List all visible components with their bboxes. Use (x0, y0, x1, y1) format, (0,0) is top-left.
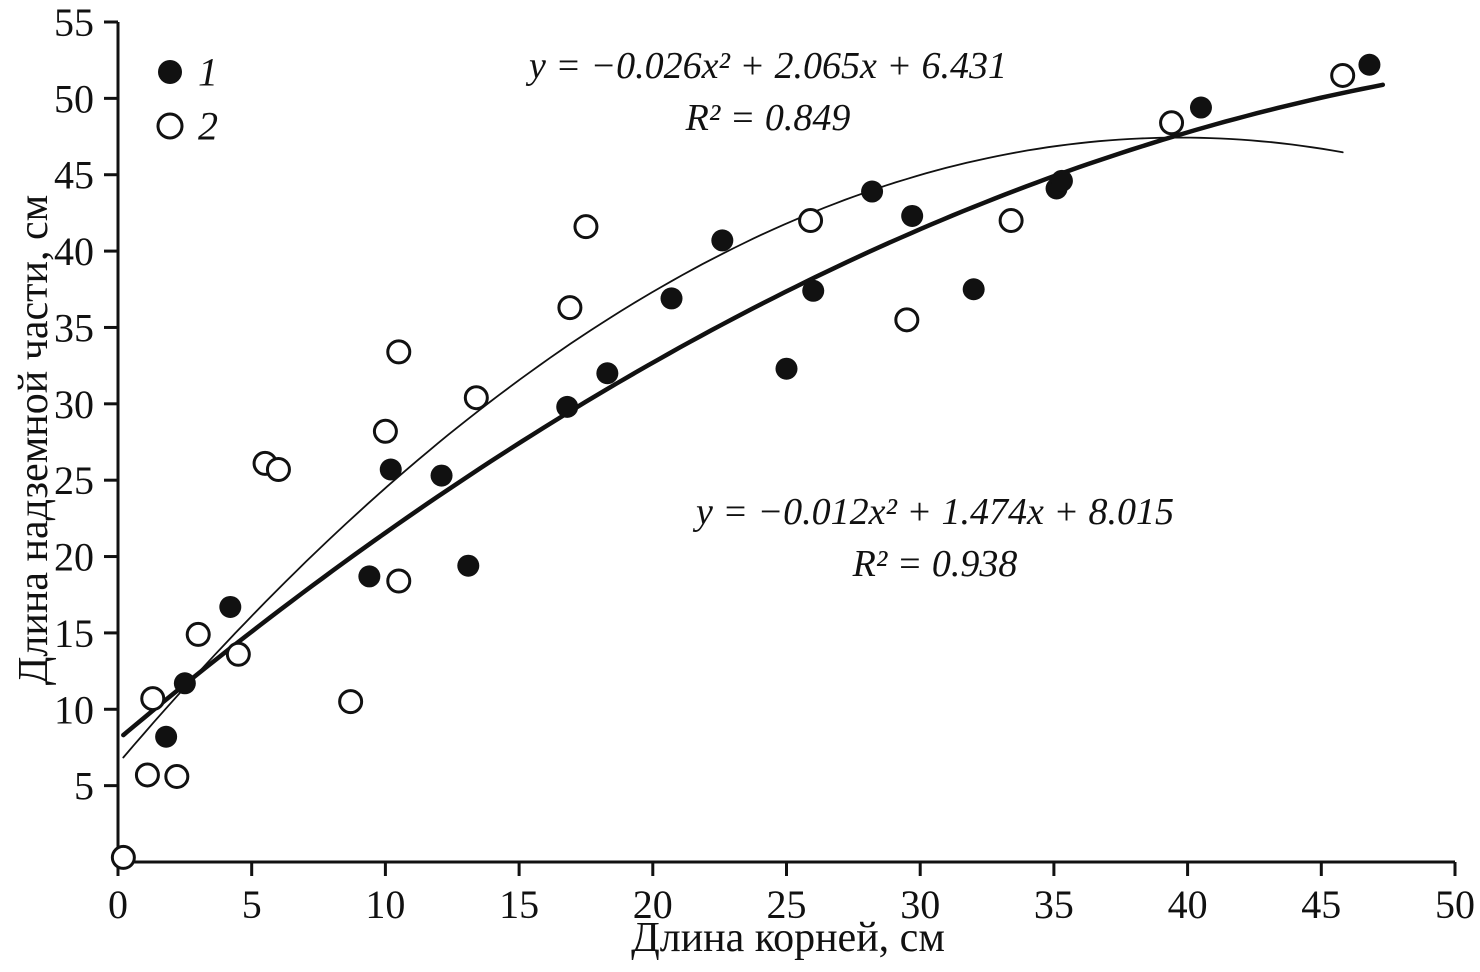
y-tick-label: 50 (54, 76, 94, 121)
data-point-series2 (265, 456, 291, 482)
data-point-series2 (386, 339, 412, 365)
data-point-series1 (962, 278, 985, 301)
data-point-series2 (573, 214, 599, 240)
data-point-series2 (463, 385, 489, 411)
data-point-series1 (1050, 169, 1073, 192)
data-point-series1 (1189, 96, 1212, 119)
legend-marker-series2 (156, 112, 184, 140)
data-point-series2 (386, 568, 412, 594)
data-point-series1 (861, 180, 884, 203)
x-tick-label: 40 (1168, 882, 1208, 927)
equation-series1-formula: y = −0.012x² + 1.474x + 8.015 (695, 491, 1175, 533)
y-tick-label: 40 (54, 229, 94, 274)
legend-marker-series1 (158, 60, 182, 84)
equation-series2-r2: R² = 0.849 (685, 97, 851, 139)
legend-label-series2: 2 (198, 103, 218, 149)
data-point-series1 (155, 725, 178, 748)
data-point-series2 (164, 763, 190, 789)
equation-series2: y = −0.026x² + 2.065x + 6.431 R² = 0.849 (529, 40, 1007, 144)
data-point-series2 (998, 208, 1024, 234)
data-point-series1 (775, 357, 798, 380)
y-tick-label: 10 (54, 687, 94, 732)
equation-series1-r2: R² = 0.938 (852, 543, 1018, 585)
data-point-series1 (430, 464, 453, 487)
data-point-series2 (225, 641, 251, 667)
data-point-series2 (894, 307, 920, 333)
data-point-series2 (372, 418, 398, 444)
y-tick-label: 15 (54, 611, 94, 656)
x-tick-label: 30 (900, 882, 940, 927)
x-tick-label: 10 (365, 882, 405, 927)
data-point-series2 (140, 686, 166, 712)
data-point-series2 (798, 208, 824, 234)
data-point-series1 (556, 395, 579, 418)
y-tick-label: 45 (54, 153, 94, 198)
equation-series2-formula: y = −0.026x² + 2.065x + 6.431 (528, 45, 1008, 87)
x-tick-label: 45 (1301, 882, 1341, 927)
equation-series1: y = −0.012x² + 1.474x + 8.015 R² = 0.938 (696, 486, 1174, 590)
y-tick-label: 5 (74, 764, 94, 809)
data-point-series1 (173, 672, 196, 695)
x-tick-label: 50 (1435, 882, 1475, 927)
trendline-series1 (121, 82, 1386, 738)
data-point-series1 (596, 362, 619, 385)
data-point-series1 (901, 204, 924, 227)
data-point-series1 (711, 229, 734, 252)
data-point-series1 (358, 565, 381, 588)
data-point-series2 (134, 762, 160, 788)
data-point-series2 (185, 621, 211, 647)
data-point-series1 (379, 458, 402, 481)
x-axis-title: Длина корней, см (631, 915, 945, 961)
x-tick-label: 15 (499, 882, 539, 927)
y-tick-label: 55 (54, 0, 94, 45)
data-point-series2 (110, 844, 136, 870)
y-tick-label: 20 (54, 535, 94, 580)
x-tick-label: 0 (108, 882, 128, 927)
y-axis-title: Длина надземной части, см (11, 194, 57, 686)
data-point-series2 (1159, 110, 1185, 136)
x-tick-label: 20 (633, 882, 673, 927)
data-point-series2 (557, 295, 583, 321)
data-point-series1 (660, 287, 683, 310)
x-tick-label: 35 (1034, 882, 1074, 927)
x-tick-label: 5 (242, 882, 262, 927)
data-point-series1 (802, 279, 825, 302)
trendline-series2 (122, 136, 1344, 759)
data-point-series1 (219, 595, 242, 618)
y-tick-label: 30 (54, 382, 94, 427)
data-point-series2 (1330, 62, 1356, 88)
data-point-series2 (338, 689, 364, 715)
y-tick-label: 25 (54, 458, 94, 503)
y-tick-label: 35 (54, 305, 94, 350)
legend-label-series1: 1 (198, 49, 218, 95)
data-point-series1 (1358, 53, 1381, 76)
x-tick-label: 25 (767, 882, 807, 927)
data-point-series1 (457, 554, 480, 577)
